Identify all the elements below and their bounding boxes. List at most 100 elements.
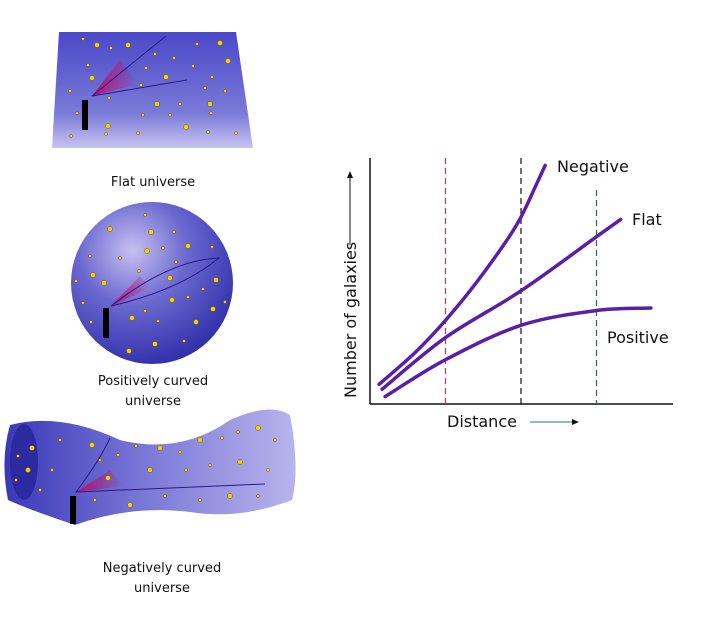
- sphere-surface: [71, 202, 233, 364]
- star-icon: [227, 493, 233, 499]
- star-icon: [185, 243, 191, 249]
- star-icon: [141, 113, 145, 117]
- star-icon: [154, 101, 160, 107]
- star-icon: [193, 319, 199, 325]
- curve-flat: [380, 217, 623, 391]
- star-icon: [104, 132, 108, 136]
- negative-caption-line2: universe: [134, 581, 190, 596]
- star-icon: [156, 319, 160, 323]
- star-icon: [255, 425, 261, 431]
- sight-lines: [91, 35, 188, 97]
- stars: [68, 37, 238, 138]
- stars: [14, 425, 277, 508]
- series-label-positive: Positive: [607, 328, 669, 347]
- galaxy-count-chart: Distance Number of galaxies Negative Fla…: [341, 157, 673, 431]
- star-icon: [172, 230, 176, 234]
- star-icon: [197, 437, 203, 443]
- star-icon: [116, 453, 120, 457]
- curve-positive: [383, 306, 653, 399]
- star-icon: [38, 488, 42, 492]
- star-icon: [105, 123, 111, 129]
- star-icon: [86, 63, 90, 67]
- star-icon: [213, 277, 219, 283]
- star-icon: [81, 37, 85, 41]
- star-icon: [234, 131, 238, 135]
- star-icon: [50, 468, 54, 472]
- star-icon: [137, 269, 141, 273]
- flat-surface: [52, 32, 253, 148]
- star-icon: [74, 279, 78, 283]
- sight-lines: [75, 437, 266, 493]
- star-icon: [75, 111, 79, 115]
- star-icon: [147, 467, 153, 473]
- star-icon: [225, 58, 231, 64]
- star-icon: [93, 498, 97, 502]
- star-icon: [152, 341, 158, 347]
- star-icon: [68, 89, 72, 93]
- star-icon: [184, 468, 188, 472]
- star-icon: [14, 478, 18, 482]
- flat-universe-illustration: [52, 32, 253, 148]
- positive-universe-illustration: [71, 202, 233, 364]
- star-icon: [25, 467, 31, 473]
- star-icon: [198, 498, 202, 502]
- star-icon: [191, 64, 195, 68]
- star-icon: [209, 111, 213, 115]
- star-icon: [101, 280, 107, 286]
- star-icon: [169, 297, 175, 303]
- star-icon: [207, 101, 213, 107]
- star-icon: [201, 287, 205, 291]
- star-icon: [153, 52, 157, 56]
- star-icon: [107, 226, 113, 232]
- observer-icon: [103, 308, 109, 338]
- star-icon: [144, 66, 148, 70]
- negative-universe-illustration: [4, 409, 296, 525]
- star-icon: [236, 430, 240, 434]
- star-icon: [69, 134, 73, 138]
- star-icon: [144, 248, 150, 254]
- star-icon: [210, 75, 214, 79]
- star-icon: [126, 348, 132, 354]
- star-icon: [223, 89, 227, 93]
- star-icon: [98, 458, 102, 462]
- star-icon: [237, 459, 243, 465]
- star-icon: [161, 246, 165, 250]
- series-label-negative: Negative: [557, 157, 629, 176]
- flat-caption: Flat universe: [111, 175, 195, 190]
- y-axis-label: Number of galaxies: [341, 242, 360, 398]
- star-icon: [206, 130, 210, 134]
- star-icon: [220, 436, 224, 440]
- star-icon: [210, 306, 216, 312]
- star-icon: [29, 445, 35, 451]
- curve-negative: [377, 163, 547, 387]
- positive-caption-line2: universe: [125, 394, 181, 409]
- star-icon: [129, 315, 135, 321]
- star-icon: [81, 301, 85, 305]
- star-icon: [157, 445, 163, 451]
- star-icon: [186, 295, 190, 299]
- star-icon: [16, 454, 20, 458]
- star-icon: [168, 113, 172, 117]
- star-icon: [210, 245, 214, 249]
- star-icon: [136, 131, 140, 135]
- star-icon: [266, 468, 270, 472]
- star-icon: [223, 300, 227, 304]
- star-icon: [182, 339, 186, 343]
- star-icon: [163, 494, 167, 498]
- star-icon: [167, 275, 173, 281]
- star-icon: [89, 442, 95, 448]
- star-icon: [139, 83, 143, 87]
- star-icon: [118, 256, 122, 260]
- star-icon: [89, 75, 95, 81]
- star-icon: [107, 96, 111, 100]
- observer-icon: [82, 100, 88, 130]
- saddle-edge: [10, 424, 38, 500]
- star-icon: [127, 502, 133, 508]
- star-icon: [273, 438, 277, 442]
- x-axis-label: Distance: [447, 412, 517, 431]
- star-icon: [58, 438, 62, 442]
- star-icon: [163, 74, 169, 80]
- star-icon: [217, 40, 223, 46]
- star-icon: [134, 444, 138, 448]
